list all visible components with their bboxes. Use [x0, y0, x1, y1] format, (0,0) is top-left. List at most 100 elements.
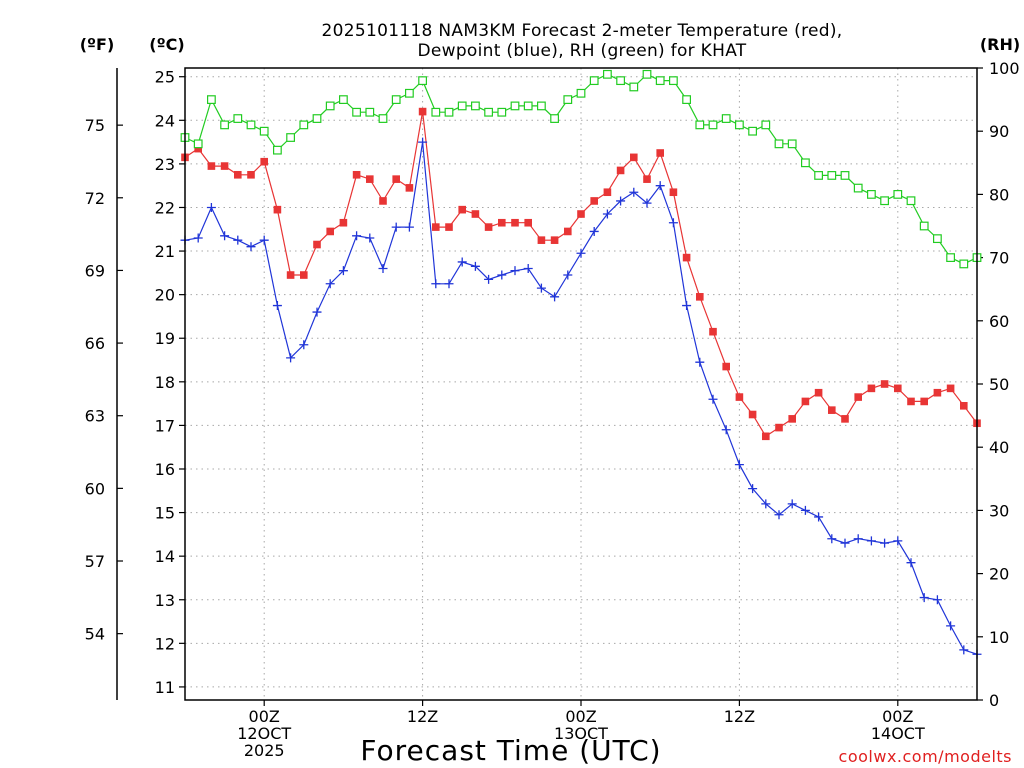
relative-humidity-point	[536, 101, 546, 111]
celsius-tick-label: 15	[155, 504, 175, 523]
temperature-point	[577, 210, 585, 218]
temperature-point	[814, 388, 823, 397]
dewpoint-point	[721, 425, 731, 435]
celsius-tick-label: 12	[155, 634, 175, 653]
celsius-tick-label: 13	[155, 591, 175, 610]
relative-humidity-point	[906, 196, 916, 206]
dewpoint-point	[827, 534, 837, 544]
relative-humidity-point	[299, 120, 309, 130]
temperature-point	[300, 271, 308, 279]
dewpoint-point	[536, 283, 546, 293]
time-tick-label: 12OCT	[237, 724, 291, 743]
celsius-tick-label: 24	[155, 111, 175, 130]
chart-title-line2: Dewpoint (blue), RH (green) for KHAT	[417, 41, 746, 61]
dewpoint-point	[470, 261, 480, 271]
relative-humidity-point	[721, 114, 731, 123]
fahrenheit-tick-label: 54	[85, 625, 105, 644]
fahrenheit-tick-label: 69	[85, 261, 105, 280]
dewpoint-point	[246, 242, 256, 252]
temperature-point	[432, 223, 440, 231]
temperature-point	[801, 397, 810, 406]
temperature-point	[511, 218, 519, 227]
temperature-point	[326, 227, 334, 236]
temperature-point	[352, 170, 361, 179]
dewpoint-point	[272, 301, 282, 311]
dewpoint-point	[853, 534, 863, 544]
dewpoint-point	[682, 301, 692, 311]
dewpoint-point	[510, 266, 520, 276]
relative-humidity-point	[246, 120, 256, 130]
relative-humidity-point	[589, 76, 599, 86]
dewpoint-point	[655, 181, 665, 191]
temperature-point	[260, 157, 268, 166]
rh-tick-label: 60	[989, 312, 1009, 331]
dewpoint-point	[457, 257, 467, 267]
temperature-point	[748, 410, 757, 419]
dewpoint-point	[787, 499, 797, 509]
relative-humidity-point	[457, 101, 467, 111]
dewpoint-point	[365, 233, 375, 243]
celsius-tick-label: 25	[155, 68, 175, 87]
relative-humidity-point	[259, 126, 269, 136]
temperature-point	[234, 170, 242, 179]
relative-humidity-point	[682, 95, 691, 105]
temperature-point	[775, 423, 783, 432]
relative-humidity-point	[510, 101, 520, 111]
dewpoint-point	[404, 222, 414, 232]
relative-humidity-point	[378, 114, 388, 123]
temperature-point	[564, 227, 572, 236]
temperature-point	[669, 188, 678, 197]
dewpoint-point	[866, 536, 876, 546]
dewpoint-point	[497, 270, 507, 280]
relative-humidity-point	[497, 107, 507, 117]
relative-humidity-point	[444, 107, 454, 117]
dewpoint-point	[576, 248, 586, 258]
rh-ticks: 0 10 20 30 40 50 60 70 80 90 100	[977, 59, 1020, 710]
dewpoint-point	[550, 292, 560, 302]
temperature-point	[392, 175, 400, 183]
plot-frame	[184, 67, 978, 701]
fahrenheit-unit-label: (ºF)	[80, 35, 115, 54]
temperature-point	[722, 362, 730, 371]
dewpoint-point	[893, 536, 903, 546]
celsius-tick-label: 20	[155, 286, 175, 305]
fahrenheit-tick-label: 63	[85, 407, 105, 426]
temperature-point	[484, 223, 493, 231]
temperature-point	[894, 384, 902, 393]
time-tick-label: 00Z	[565, 707, 596, 726]
relative-humidity-point	[642, 69, 652, 79]
time-tick-label: 13OCT	[554, 724, 608, 743]
relative-humidity-point	[893, 190, 903, 199]
temperature-point	[920, 397, 928, 406]
relative-humidity-point	[550, 114, 559, 123]
temperature-point	[379, 197, 387, 205]
dewpoint-point	[484, 274, 494, 284]
dewpoint-point	[378, 263, 388, 273]
credit-text[interactable]: coolwx.com/modelts	[839, 747, 1012, 766]
temperature-point	[537, 236, 546, 244]
temperature-point	[656, 149, 664, 157]
rh-tick-label: 80	[989, 185, 1009, 204]
celsius-tick-label: 21	[155, 242, 175, 261]
dewpoint-point	[800, 505, 810, 515]
dewpoint-point	[814, 512, 824, 522]
temperature-point	[828, 406, 836, 414]
dewpoint-point	[563, 270, 573, 280]
temperature-point	[630, 153, 638, 162]
relative-humidity-point	[325, 101, 335, 111]
dewpoint-point	[391, 222, 401, 232]
time-tick-label: 12Z	[724, 707, 755, 726]
relative-humidity-point	[655, 76, 665, 86]
time-tick-label: 00Z	[249, 707, 280, 726]
temperature-point	[458, 205, 466, 214]
temperature-point	[247, 170, 255, 179]
time-tick-label: 2025	[244, 741, 285, 760]
temperature-point	[841, 415, 849, 423]
relative-humidity-point	[774, 139, 784, 149]
relative-humidity-point	[708, 120, 718, 130]
relative-humidity-point	[431, 107, 441, 117]
temperature-point	[709, 327, 717, 336]
dewpoint-point	[642, 198, 652, 208]
